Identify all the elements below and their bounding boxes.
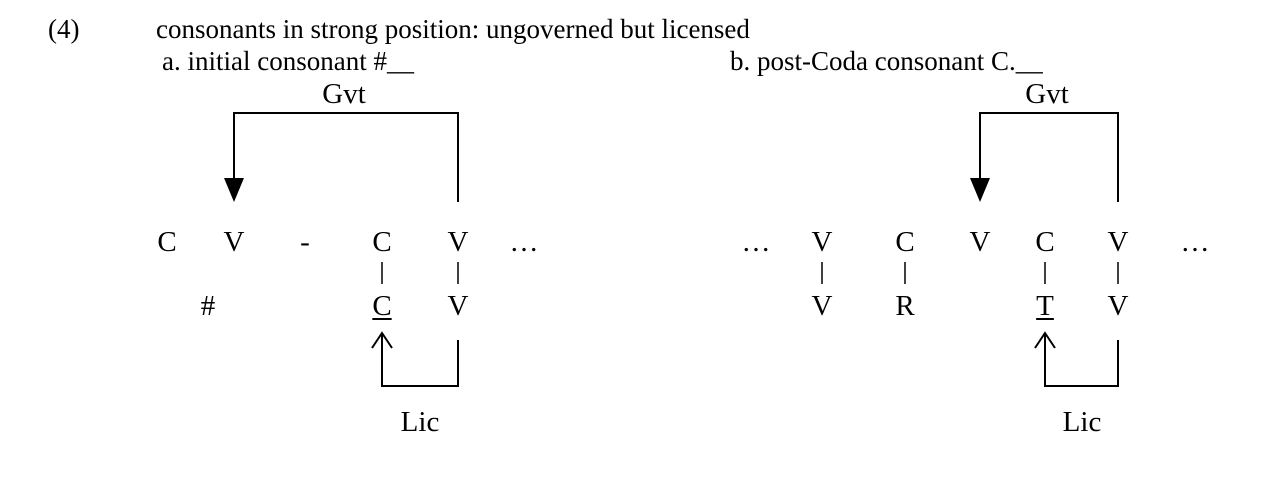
panel-a-melody-c: C: [372, 290, 392, 322]
panel-b-melody-v2: V: [1107, 290, 1129, 322]
panel-b-skeleton-ellipsis-left: …: [741, 226, 771, 258]
panel-b-government-arrowhead: [970, 178, 990, 202]
panel-a-skeleton-v1: V: [223, 226, 245, 258]
panel-a-government-arrowhead: [224, 178, 244, 202]
panel-a-skeleton-c2: C: [372, 226, 392, 258]
panel-a-skeleton-hyphen: -: [300, 226, 310, 258]
panel-a-skeleton-c1: C: [157, 226, 177, 258]
panel-b-skeleton-c1: C: [895, 226, 915, 258]
panel-b-government-arrow: [979, 112, 1119, 202]
panel-b-skeleton-ellipsis-right: …: [1180, 226, 1210, 258]
panel-b-skeleton-v2: V: [969, 226, 991, 258]
panel-a-melody-v: V: [447, 290, 469, 322]
panel-b-melody-t: T: [1036, 290, 1054, 322]
panel-b-melody-v: V: [811, 290, 833, 322]
panel-a-gvt-label: Gvt: [322, 78, 366, 110]
panel-a-government-arrow: [233, 112, 459, 202]
heading: consonants in strong position: ungoverne…: [156, 14, 750, 44]
panel-a-lic-label: Lic: [400, 406, 440, 438]
example-number: (4): [48, 14, 80, 44]
panel-b-lic-label: Lic: [1062, 406, 1102, 438]
panel-b-melody-r: R: [895, 290, 915, 322]
panel-b-caption: b. post-Coda consonant C.__: [730, 46, 1043, 76]
panel-b-skeleton-v1: V: [811, 226, 833, 258]
panel-a-caption: a. initial consonant #__: [162, 46, 414, 76]
panel-b-skeleton-c2: C: [1035, 226, 1055, 258]
panel-b-gvt-label: Gvt: [1025, 78, 1069, 110]
panel-a-skeleton-ellipsis: …: [509, 226, 539, 258]
panel-a-licensing-arrow: [371, 331, 459, 387]
panel-b-licensing-arrow: [1034, 331, 1119, 387]
panel-b-skeleton-v3: V: [1107, 226, 1129, 258]
panel-a-skeleton-v2: V: [447, 226, 469, 258]
panel-a-melody-boundary: #: [200, 290, 216, 322]
